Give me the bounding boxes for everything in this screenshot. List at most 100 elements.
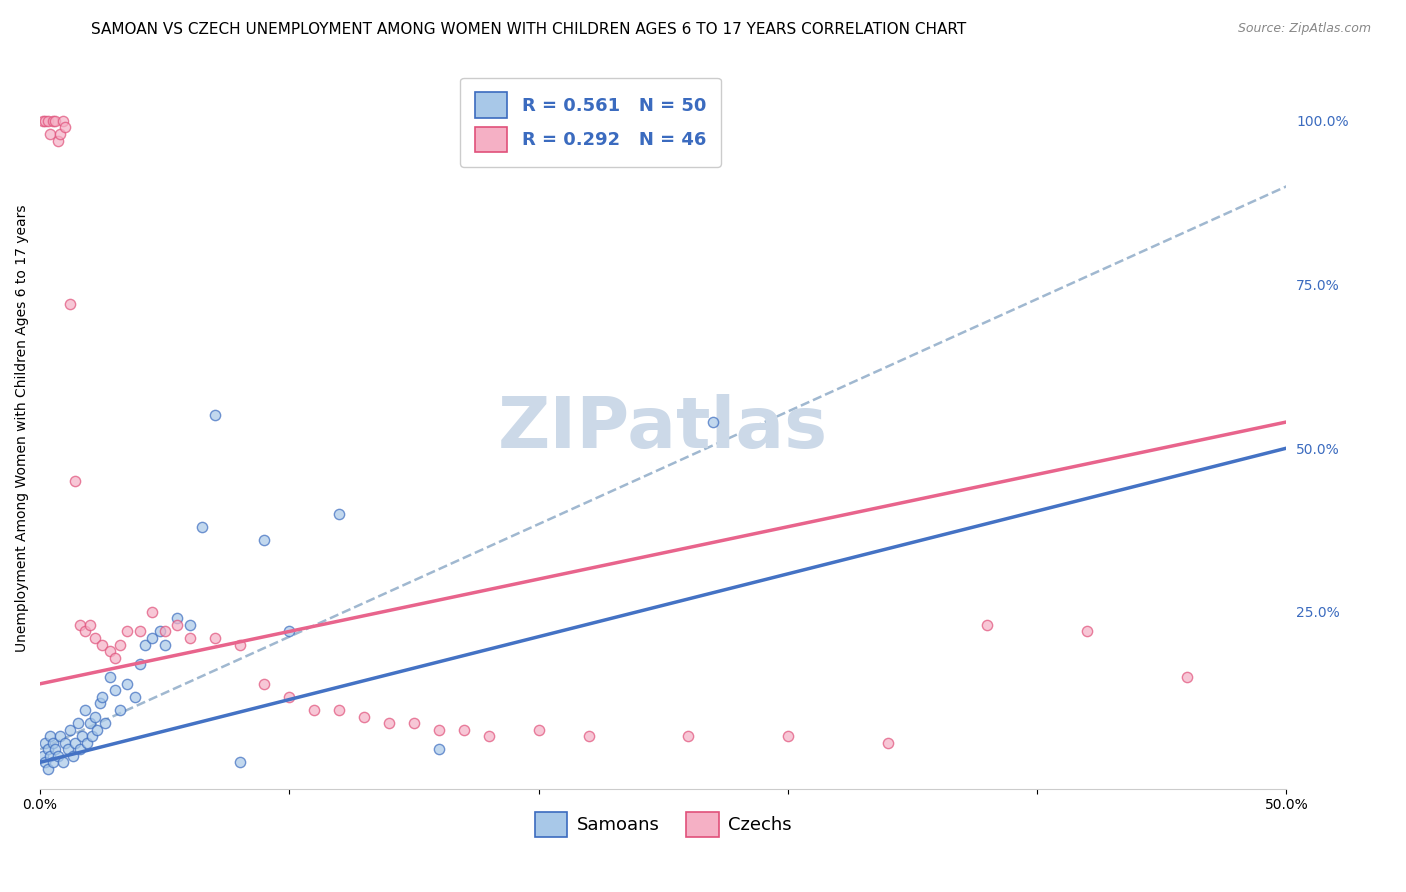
- Text: Source: ZipAtlas.com: Source: ZipAtlas.com: [1237, 22, 1371, 36]
- Point: [149, 624, 172, 639]
- Point: [84, 631, 107, 645]
- Point: [427, 742, 450, 756]
- Point: [134, 638, 156, 652]
- Point: [141, 631, 163, 645]
- Point: [41, 114, 63, 128]
- Point: [153, 638, 176, 652]
- Point: [66, 716, 89, 731]
- Point: [166, 611, 188, 625]
- Point: [89, 697, 111, 711]
- Point: [876, 736, 898, 750]
- Point: [204, 409, 226, 423]
- Point: [1175, 670, 1198, 684]
- Point: [253, 533, 276, 547]
- Point: [34, 114, 56, 128]
- Point: [278, 624, 301, 639]
- Point: [37, 114, 59, 128]
- Point: [179, 631, 201, 645]
- Point: [59, 297, 82, 311]
- Point: [228, 756, 250, 770]
- Point: [94, 716, 117, 731]
- Point: [98, 644, 121, 658]
- Point: [73, 624, 96, 639]
- Point: [39, 748, 62, 763]
- Point: [328, 703, 350, 717]
- Point: [34, 736, 56, 750]
- Point: [179, 618, 201, 632]
- Point: [108, 638, 131, 652]
- Point: [141, 605, 163, 619]
- Point: [976, 618, 998, 632]
- Text: ZIPatlas: ZIPatlas: [498, 394, 828, 463]
- Point: [31, 114, 53, 128]
- Point: [82, 729, 104, 743]
- Point: [69, 618, 91, 632]
- Point: [91, 638, 114, 652]
- Point: [527, 723, 550, 737]
- Point: [62, 748, 84, 763]
- Point: [304, 703, 326, 717]
- Point: [53, 120, 76, 135]
- Point: [86, 723, 108, 737]
- Point: [41, 756, 63, 770]
- Point: [776, 729, 799, 743]
- Point: [53, 736, 76, 750]
- Point: [72, 729, 94, 743]
- Point: [39, 729, 62, 743]
- Point: [104, 650, 127, 665]
- Y-axis label: Unemployment Among Women with Children Ages 6 to 17 years: Unemployment Among Women with Children A…: [15, 205, 30, 652]
- Point: [153, 624, 176, 639]
- Point: [37, 762, 59, 776]
- Point: [79, 716, 101, 731]
- Point: [402, 716, 425, 731]
- Point: [51, 756, 73, 770]
- Point: [117, 624, 139, 639]
- Point: [76, 736, 98, 750]
- Point: [702, 415, 724, 429]
- Point: [128, 657, 150, 672]
- Point: [56, 742, 79, 756]
- Point: [46, 134, 69, 148]
- Legend: Samoans, Czechs: Samoans, Czechs: [527, 805, 799, 845]
- Point: [98, 670, 121, 684]
- Point: [49, 127, 72, 141]
- Point: [91, 690, 114, 704]
- Point: [39, 127, 62, 141]
- Point: [128, 624, 150, 639]
- Point: [104, 683, 127, 698]
- Point: [427, 723, 450, 737]
- Point: [253, 677, 276, 691]
- Point: [204, 631, 226, 645]
- Point: [124, 690, 146, 704]
- Point: [328, 507, 350, 521]
- Point: [44, 114, 66, 128]
- Point: [79, 618, 101, 632]
- Point: [166, 618, 188, 632]
- Point: [34, 756, 56, 770]
- Point: [191, 519, 214, 533]
- Point: [46, 748, 69, 763]
- Point: [478, 729, 501, 743]
- Point: [353, 709, 375, 723]
- Point: [117, 677, 139, 691]
- Point: [41, 736, 63, 750]
- Point: [51, 114, 73, 128]
- Point: [37, 742, 59, 756]
- Point: [31, 748, 53, 763]
- Point: [578, 729, 600, 743]
- Point: [84, 709, 107, 723]
- Point: [44, 742, 66, 756]
- Point: [63, 736, 86, 750]
- Point: [453, 723, 475, 737]
- Text: SAMOAN VS CZECH UNEMPLOYMENT AMONG WOMEN WITH CHILDREN AGES 6 TO 17 YEARS CORREL: SAMOAN VS CZECH UNEMPLOYMENT AMONG WOMEN…: [91, 22, 967, 37]
- Point: [1076, 624, 1098, 639]
- Point: [69, 742, 91, 756]
- Point: [73, 703, 96, 717]
- Point: [378, 716, 401, 731]
- Point: [59, 723, 82, 737]
- Point: [228, 638, 250, 652]
- Point: [108, 703, 131, 717]
- Point: [63, 474, 86, 488]
- Point: [676, 729, 699, 743]
- Point: [49, 729, 72, 743]
